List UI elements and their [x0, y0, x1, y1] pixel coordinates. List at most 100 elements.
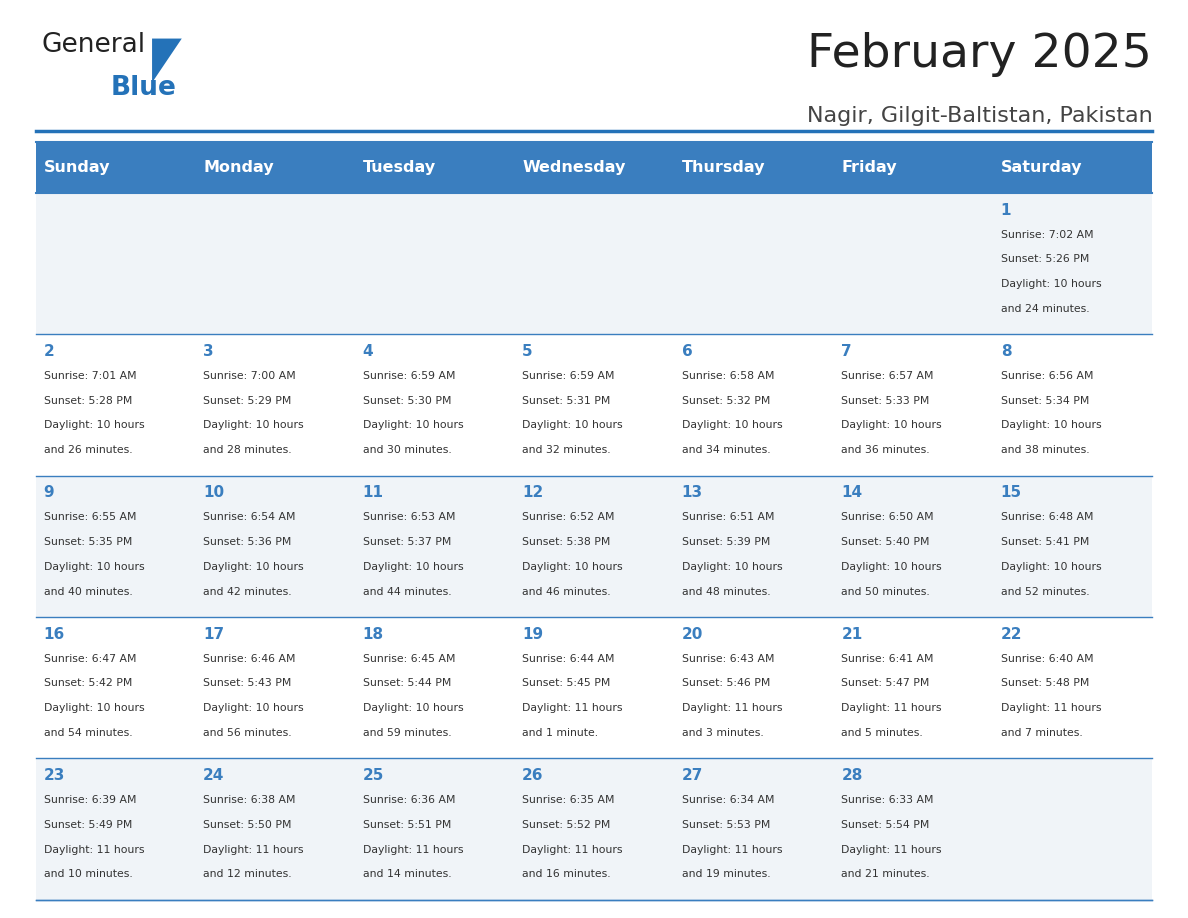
- Text: Sunset: 5:35 PM: Sunset: 5:35 PM: [44, 537, 132, 547]
- Text: Sunset: 5:51 PM: Sunset: 5:51 PM: [362, 820, 451, 830]
- Text: 26: 26: [523, 768, 544, 783]
- Text: 8: 8: [1000, 344, 1011, 359]
- Bar: [355, 142, 514, 193]
- Text: 19: 19: [523, 627, 543, 642]
- Text: and 59 minutes.: and 59 minutes.: [362, 728, 451, 738]
- Text: Sunrise: 6:56 AM: Sunrise: 6:56 AM: [1000, 371, 1093, 381]
- Text: Daylight: 10 hours: Daylight: 10 hours: [1000, 279, 1101, 289]
- Text: Daylight: 10 hours: Daylight: 10 hours: [682, 420, 783, 431]
- Text: Sunrise: 6:54 AM: Sunrise: 6:54 AM: [203, 512, 296, 522]
- Text: and 54 minutes.: and 54 minutes.: [44, 728, 132, 738]
- Text: and 34 minutes.: and 34 minutes.: [682, 445, 770, 455]
- Text: Sunrise: 6:55 AM: Sunrise: 6:55 AM: [44, 512, 137, 522]
- Text: Daylight: 10 hours: Daylight: 10 hours: [841, 420, 942, 431]
- Text: 9: 9: [44, 486, 55, 500]
- Text: Daylight: 10 hours: Daylight: 10 hours: [682, 562, 783, 572]
- Text: Blue: Blue: [110, 75, 176, 101]
- Text: 25: 25: [362, 768, 384, 783]
- Text: Sunset: 5:26 PM: Sunset: 5:26 PM: [1000, 254, 1089, 264]
- Bar: [36, 334, 1152, 476]
- Text: Sunrise: 6:58 AM: Sunrise: 6:58 AM: [682, 371, 775, 381]
- Text: General: General: [42, 32, 146, 58]
- Text: and 21 minutes.: and 21 minutes.: [841, 869, 930, 879]
- Text: 2: 2: [44, 344, 55, 359]
- Text: and 32 minutes.: and 32 minutes.: [523, 445, 611, 455]
- Text: Daylight: 10 hours: Daylight: 10 hours: [362, 562, 463, 572]
- Text: Sunset: 5:38 PM: Sunset: 5:38 PM: [523, 537, 611, 547]
- Text: 15: 15: [1000, 486, 1022, 500]
- Text: 17: 17: [203, 627, 225, 642]
- Text: 5: 5: [523, 344, 533, 359]
- Text: and 56 minutes.: and 56 minutes.: [203, 728, 292, 738]
- Text: Sunrise: 7:00 AM: Sunrise: 7:00 AM: [203, 371, 296, 381]
- Text: and 36 minutes.: and 36 minutes.: [841, 445, 930, 455]
- Text: Sunrise: 7:01 AM: Sunrise: 7:01 AM: [44, 371, 137, 381]
- Text: Sunset: 5:43 PM: Sunset: 5:43 PM: [203, 678, 291, 688]
- Text: Sunset: 5:34 PM: Sunset: 5:34 PM: [1000, 396, 1089, 406]
- Text: 23: 23: [44, 768, 65, 783]
- Text: Daylight: 11 hours: Daylight: 11 hours: [841, 845, 942, 855]
- Text: and 30 minutes.: and 30 minutes.: [362, 445, 451, 455]
- Text: 13: 13: [682, 486, 703, 500]
- Text: Daylight: 10 hours: Daylight: 10 hours: [44, 420, 144, 431]
- Text: 11: 11: [362, 486, 384, 500]
- Text: and 52 minutes.: and 52 minutes.: [1000, 587, 1089, 597]
- Text: Daylight: 11 hours: Daylight: 11 hours: [523, 703, 623, 713]
- Text: and 24 minutes.: and 24 minutes.: [1000, 304, 1089, 314]
- Text: Sunrise: 6:59 AM: Sunrise: 6:59 AM: [362, 371, 455, 381]
- Text: Daylight: 10 hours: Daylight: 10 hours: [203, 703, 304, 713]
- Text: and 1 minute.: and 1 minute.: [523, 728, 599, 738]
- Bar: [36, 193, 1152, 334]
- Text: Sunset: 5:32 PM: Sunset: 5:32 PM: [682, 396, 770, 406]
- Text: Daylight: 11 hours: Daylight: 11 hours: [44, 845, 144, 855]
- Text: 22: 22: [1000, 627, 1023, 642]
- Text: Daylight: 10 hours: Daylight: 10 hours: [203, 420, 304, 431]
- Text: Sunrise: 6:50 AM: Sunrise: 6:50 AM: [841, 512, 934, 522]
- Text: and 46 minutes.: and 46 minutes.: [523, 587, 611, 597]
- Text: Daylight: 10 hours: Daylight: 10 hours: [523, 420, 623, 431]
- Text: Sunrise: 6:36 AM: Sunrise: 6:36 AM: [362, 795, 455, 805]
- Text: Sunset: 5:29 PM: Sunset: 5:29 PM: [203, 396, 291, 406]
- Text: 14: 14: [841, 486, 862, 500]
- Text: and 38 minutes.: and 38 minutes.: [1000, 445, 1089, 455]
- Text: Daylight: 11 hours: Daylight: 11 hours: [203, 845, 304, 855]
- Text: Sunset: 5:50 PM: Sunset: 5:50 PM: [203, 820, 291, 830]
- Text: February 2025: February 2025: [808, 32, 1152, 77]
- Text: and 5 minutes.: and 5 minutes.: [841, 728, 923, 738]
- Text: and 16 minutes.: and 16 minutes.: [523, 869, 611, 879]
- Bar: [833, 142, 993, 193]
- Text: and 48 minutes.: and 48 minutes.: [682, 587, 770, 597]
- Text: 16: 16: [44, 627, 65, 642]
- Text: Monday: Monday: [203, 160, 273, 175]
- Text: Sunrise: 6:59 AM: Sunrise: 6:59 AM: [523, 371, 614, 381]
- Text: and 50 minutes.: and 50 minutes.: [841, 587, 930, 597]
- Text: 18: 18: [362, 627, 384, 642]
- Text: Sunrise: 6:47 AM: Sunrise: 6:47 AM: [44, 654, 137, 664]
- Text: Daylight: 11 hours: Daylight: 11 hours: [841, 703, 942, 713]
- Text: Daylight: 10 hours: Daylight: 10 hours: [44, 703, 144, 713]
- Text: Sunset: 5:37 PM: Sunset: 5:37 PM: [362, 537, 451, 547]
- Text: Daylight: 10 hours: Daylight: 10 hours: [1000, 562, 1101, 572]
- Text: Sunrise: 7:02 AM: Sunrise: 7:02 AM: [1000, 230, 1093, 240]
- Text: and 7 minutes.: and 7 minutes.: [1000, 728, 1082, 738]
- Text: Sunset: 5:40 PM: Sunset: 5:40 PM: [841, 537, 930, 547]
- Text: Sunset: 5:41 PM: Sunset: 5:41 PM: [1000, 537, 1089, 547]
- Text: and 12 minutes.: and 12 minutes.: [203, 869, 292, 879]
- Text: Sunset: 5:30 PM: Sunset: 5:30 PM: [362, 396, 451, 406]
- Text: Sunrise: 6:48 AM: Sunrise: 6:48 AM: [1000, 512, 1093, 522]
- Text: Sunset: 5:33 PM: Sunset: 5:33 PM: [841, 396, 930, 406]
- Text: 28: 28: [841, 768, 862, 783]
- Text: Sunrise: 6:40 AM: Sunrise: 6:40 AM: [1000, 654, 1093, 664]
- Text: Sunset: 5:28 PM: Sunset: 5:28 PM: [44, 396, 132, 406]
- Text: Sunrise: 6:35 AM: Sunrise: 6:35 AM: [523, 795, 614, 805]
- Text: 24: 24: [203, 768, 225, 783]
- Text: Sunrise: 6:45 AM: Sunrise: 6:45 AM: [362, 654, 455, 664]
- Text: Sunset: 5:53 PM: Sunset: 5:53 PM: [682, 820, 770, 830]
- Text: Sunset: 5:48 PM: Sunset: 5:48 PM: [1000, 678, 1089, 688]
- Text: Sunset: 5:44 PM: Sunset: 5:44 PM: [362, 678, 451, 688]
- Text: 10: 10: [203, 486, 225, 500]
- Text: Nagir, Gilgit-Baltistan, Pakistan: Nagir, Gilgit-Baltistan, Pakistan: [807, 106, 1152, 126]
- Text: Sunset: 5:45 PM: Sunset: 5:45 PM: [523, 678, 611, 688]
- Text: Sunday: Sunday: [44, 160, 110, 175]
- Text: Sunrise: 6:34 AM: Sunrise: 6:34 AM: [682, 795, 775, 805]
